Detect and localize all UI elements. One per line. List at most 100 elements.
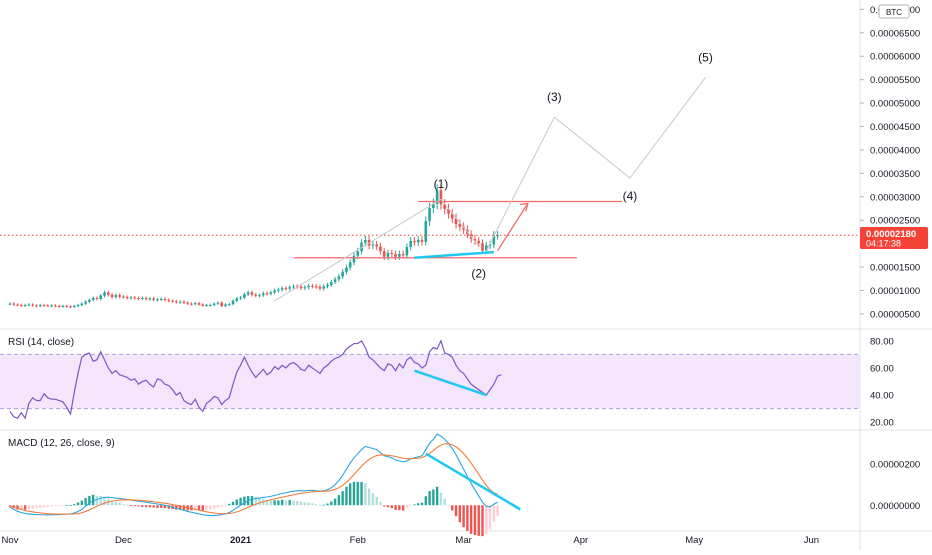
candle-body <box>72 305 76 307</box>
macd-histogram-bar <box>379 502 382 506</box>
candle-body <box>314 286 318 288</box>
candle-body <box>390 253 394 255</box>
macd-histogram-bar <box>371 493 375 506</box>
macd-title: MACD (12, 26, close, 9) <box>8 438 115 449</box>
candle-body <box>84 301 87 304</box>
macd-histogram-bar <box>349 483 352 506</box>
macd-histogram-bar <box>454 505 458 517</box>
macd-histogram-bar <box>167 505 170 509</box>
macd-histogram-bar <box>91 494 95 506</box>
macd-histogram-bar <box>69 504 72 506</box>
rsi-tick-label: 60.00 <box>870 363 894 374</box>
candle-body <box>496 235 499 237</box>
macd-histogram-bar <box>466 505 469 531</box>
price-tick-label: 0.00004000 <box>870 145 920 156</box>
macd-histogram-bar <box>341 491 344 506</box>
price-tick-label: 0.00005500 <box>870 75 920 86</box>
macd-histogram-bar <box>473 505 477 535</box>
macd-tick-label: 0.00000000 <box>870 501 920 512</box>
candle-body <box>171 300 174 302</box>
candle-body <box>103 292 106 296</box>
candle-body <box>371 244 375 246</box>
candle-body <box>141 298 144 300</box>
macd-histogram-bar <box>175 505 178 510</box>
price-tick-label: 0.00005000 <box>870 99 920 110</box>
candle-body <box>152 298 155 300</box>
candle-body <box>352 255 356 263</box>
candle-body <box>8 303 12 305</box>
wave-label: (4) <box>623 189 638 203</box>
macd-histogram-bar <box>269 500 273 506</box>
candle-body <box>156 299 159 301</box>
time-tick-label: Nov <box>2 535 19 546</box>
macd-histogram-bar <box>367 488 371 506</box>
candle-body <box>435 190 439 204</box>
macd-histogram-bar <box>201 505 204 511</box>
last-price-value: 0.00002180 <box>866 229 916 240</box>
macd-histogram-bar <box>428 491 431 506</box>
candle-body <box>416 239 420 243</box>
macd-histogram-bar <box>451 505 454 511</box>
macd-histogram-bar <box>160 505 163 508</box>
macd-histogram-bar <box>231 501 235 506</box>
macd-histogram-bar <box>148 505 152 508</box>
candle-body <box>458 223 462 227</box>
candle-body <box>303 287 307 289</box>
macd-histogram-bar <box>311 503 314 506</box>
macd-histogram-bar <box>413 504 416 506</box>
wave-label: (5) <box>698 50 713 64</box>
currency-badge[interactable] <box>878 4 910 19</box>
macd-histogram-bar <box>277 500 280 506</box>
candle-body <box>341 271 344 277</box>
candle-body <box>201 304 205 306</box>
time-tick-label: Jun <box>804 535 819 546</box>
macd-histogram-bar <box>133 505 136 507</box>
macd-histogram-bar <box>8 505 12 507</box>
candle-body <box>299 286 303 289</box>
macd-histogram-bar <box>330 501 333 506</box>
candle-body <box>398 253 401 257</box>
macd-histogram-bar <box>401 505 405 511</box>
macd-histogram-bar <box>129 505 133 507</box>
candle-body <box>20 305 23 307</box>
candle-body <box>488 244 492 246</box>
macd-histogram-bar <box>386 505 390 508</box>
price-tick-label: 0.00000500 <box>870 309 920 320</box>
time-tick-label: Apr <box>573 535 588 546</box>
candle-body <box>80 303 84 306</box>
candle-body <box>428 208 431 222</box>
candle-body <box>159 298 163 300</box>
macd-histogram-bar <box>420 502 424 506</box>
time-tick-label: Dec <box>115 535 132 546</box>
macd-histogram-bar <box>284 500 288 506</box>
macd-histogram-bar <box>16 505 19 510</box>
macd-histogram-bar <box>417 503 420 506</box>
candle-body <box>91 298 95 300</box>
candles-layer <box>8 184 499 309</box>
macd-divergence-line <box>425 452 521 511</box>
trend-line <box>274 198 442 302</box>
candle-body <box>288 287 292 289</box>
macd-histogram-bar <box>435 486 439 506</box>
macd-histogram-bar <box>492 505 496 522</box>
candle-body <box>125 297 129 299</box>
macd-histogram-bar <box>20 505 23 510</box>
candle-body <box>481 243 484 251</box>
candle-body <box>38 305 42 307</box>
macd-histogram-bar <box>205 505 208 510</box>
macd-histogram-bar <box>163 505 167 509</box>
rsi-band-layer <box>0 353 860 410</box>
macd-histogram-bar <box>228 503 231 506</box>
candle-body <box>99 295 103 299</box>
candle-body <box>492 235 496 245</box>
rsi-tick-label: 20.00 <box>870 418 894 429</box>
candle-body <box>413 240 416 243</box>
candle-body <box>16 304 19 306</box>
macd-histogram-bar <box>65 505 68 507</box>
macd-histogram-bar <box>31 505 34 509</box>
candle-body <box>311 285 314 287</box>
macd-histogram-bar <box>88 496 91 506</box>
macd-histogram-bar <box>398 505 401 511</box>
candle-body <box>277 289 280 291</box>
